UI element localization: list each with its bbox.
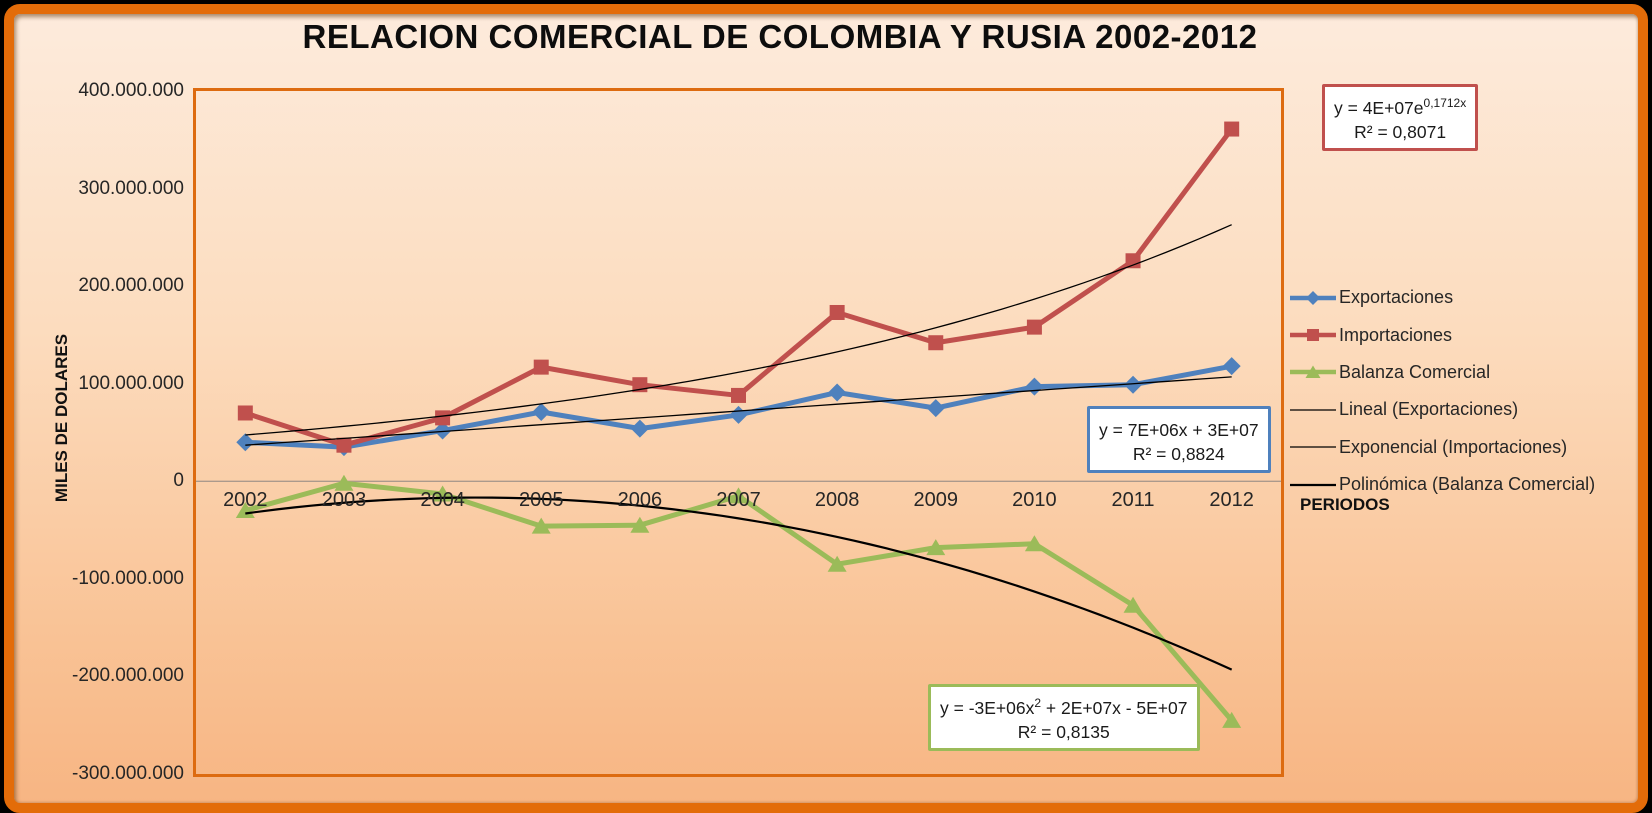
x-tick-label: 2011 [1111, 489, 1155, 512]
square-marker [1125, 253, 1141, 269]
x-tick-label: 2008 [814, 489, 860, 512]
linear-equation-box: y = 7E+06x + 3E+07 R² = 0,8824 [1087, 406, 1271, 473]
diamond-legend-icon [1290, 290, 1336, 305]
square-marker [237, 405, 253, 421]
trendline-legend-icon [1290, 483, 1336, 486]
legend-label: Balanza Comercial [1339, 361, 1491, 382]
legend-item-balanza-comercial: Balanza Comercial [1289, 354, 1649, 391]
triangle-legend-icon [1290, 365, 1336, 379]
equation-text: y = 7E+06x + 3E+07 [1099, 419, 1259, 440]
diamond-marker [729, 405, 748, 424]
legend-item-polinomica-balanza-comercial: Polinómica (Balanza Comercial) [1289, 466, 1649, 503]
trendline-linear [245, 376, 1232, 446]
legend-label: Exponencial (Importaciones) [1339, 436, 1568, 457]
y-axis-tick-labels: 400.000.000 300.000.000 200.000.000 100.000… [14, 80, 184, 784]
diamond-marker [630, 419, 649, 438]
triangle-marker [531, 517, 551, 534]
r-squared-text: R² = 0,8824 [1132, 443, 1225, 464]
polynomial-equation-box: y = -3E+06x2 + 2E+07x - 5E+07 R² = 0,813… [928, 684, 1200, 751]
trendline-legend-icon [1290, 446, 1336, 448]
plot-area: 2002 2003 2004 2005 2006 2007 2008 2009 2010 2011… [193, 88, 1284, 777]
diamond-marker [1124, 375, 1143, 394]
triangle-marker [729, 487, 748, 504]
square-marker [533, 359, 549, 375]
legend-item-exponencial-importaciones: Exponencial (Importaciones) [1289, 429, 1649, 466]
y-tick-label: -300.000.000 [72, 763, 184, 784]
x-axis-title: PERIODOS [1300, 495, 1390, 514]
diamond-marker [236, 433, 255, 452]
trendline-exponential [245, 224, 1232, 436]
triangle-marker [827, 555, 847, 572]
x-tick-label: 2006 [617, 489, 663, 512]
square-marker [336, 437, 352, 453]
square-marker [928, 335, 944, 351]
legend-label: Lineal (Exportaciones) [1339, 399, 1519, 420]
triangle-marker [235, 502, 255, 519]
legend-item-importaciones: Importaciones [1289, 316, 1649, 353]
diamond-marker [1025, 377, 1044, 396]
triangle-marker [926, 539, 946, 556]
plot-canvas [196, 121, 1281, 728]
x-tick-label: 2004 [420, 489, 465, 512]
exponential-equation-box: y = 4E+07e0,1712x R² = 0,8071 [1322, 84, 1479, 151]
triangle-marker [630, 516, 650, 533]
y-tick-label: 400.000.000 [78, 80, 184, 101]
x-tick-label: 2005 [518, 489, 564, 512]
y-tick-label: 100.000.000 [78, 372, 184, 394]
r-squared-text: R² = 0,8071 [1354, 121, 1447, 142]
equation-text: y = 4E+07e0,1712x [1334, 96, 1467, 118]
trendline-legend-icon [1290, 409, 1336, 411]
triangle-marker [334, 474, 354, 491]
r-squared-text: R² = 0,8135 [1017, 721, 1110, 742]
legend-label: Polinómica (Balanza Comercial) [1339, 474, 1596, 495]
legend: Exportaciones Importaciones Balanza Comerc… [1289, 279, 1649, 503]
diamond-marker [828, 383, 847, 402]
square-marker [731, 387, 746, 403]
chart-title: RELACION COMERCIAL DE COLOMBIA Y RUSIA 2… [302, 18, 1258, 55]
triangle-marker [1024, 535, 1044, 552]
legend-item-lineal-exportaciones: Lineal (Exportaciones) [1289, 391, 1649, 428]
x-tick-label: 2002 [223, 489, 268, 512]
y-tick-label: -100.000.000 [72, 567, 184, 589]
triangle-marker [1123, 596, 1143, 613]
equation-text: y = -3E+06x2 + 2E+07x - 5E+07 [940, 696, 1188, 718]
square-legend-icon [1290, 329, 1336, 342]
y-tick-label: 0 [173, 470, 184, 492]
x-tick-label: 2012 [1209, 489, 1254, 512]
square-marker [1026, 319, 1042, 335]
y-tick-label: -200.000.000 [72, 665, 184, 687]
x-tick-label: 2010 [1012, 489, 1057, 512]
diamond-marker [1222, 357, 1241, 376]
diamond-marker [926, 399, 945, 418]
x-tick-label: 2009 [913, 489, 959, 512]
y-tick-label: 200.000.000 [78, 275, 184, 297]
x-tick-label: 2007 [716, 489, 761, 512]
square-marker [435, 410, 451, 426]
triangle-marker [1222, 711, 1242, 728]
diamond-marker [433, 421, 452, 440]
diamond-marker [532, 403, 551, 422]
trendline-polynomial [245, 496, 1233, 671]
square-marker [1224, 121, 1240, 137]
legend-label: Importaciones [1339, 324, 1453, 345]
y-tick-label: 300.000.000 [78, 177, 184, 199]
x-tick-label: 2003 [321, 489, 367, 512]
legend-label: Exportaciones [1339, 287, 1454, 308]
square-marker [829, 304, 845, 320]
legend-item-exportaciones: Exportaciones [1289, 279, 1649, 316]
